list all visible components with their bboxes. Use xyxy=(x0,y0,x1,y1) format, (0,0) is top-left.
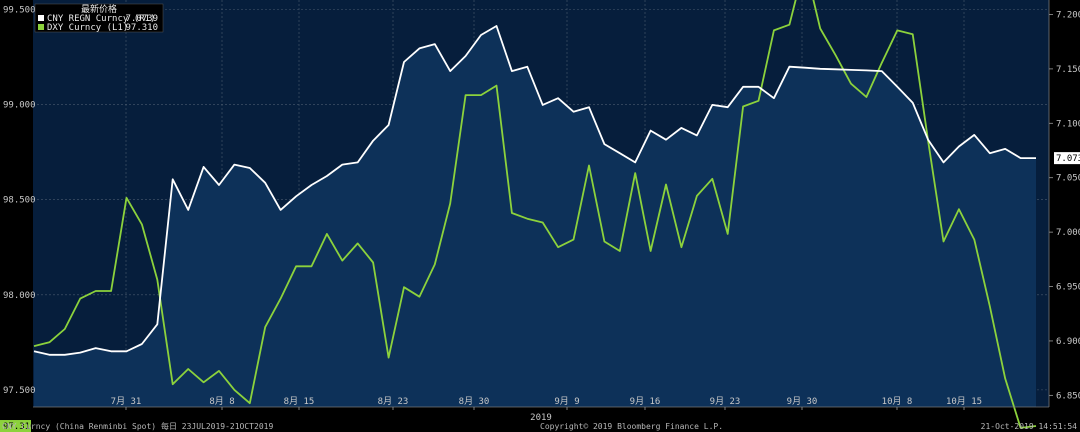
right-tick-label-1: 6.9000 xyxy=(1056,337,1080,347)
dxy-last-value-tag xyxy=(0,420,31,432)
footer: CNY Curncy (China Renminbi Spot) 每日 23JU… xyxy=(2,421,1077,431)
x-tick-label-4: 8月 30 xyxy=(459,396,490,407)
series-line-cny xyxy=(33,25,1036,356)
series-layer xyxy=(33,0,1037,429)
x-tick-label-9: 10月 8 xyxy=(882,396,913,407)
right-tick-label-0: 6.8500 xyxy=(1056,391,1080,401)
x-year-label: 2019 xyxy=(530,413,552,423)
left-tick-label-0: 97.500 xyxy=(3,386,36,396)
footer-left: CNY Curncy (China Renminbi Spot) 每日 23JU… xyxy=(2,421,273,431)
legend-box xyxy=(34,3,164,33)
right-tick-label-2: 6.9500 xyxy=(1056,283,1080,293)
cny-last-value-tag xyxy=(1054,152,1080,165)
x-tick-label-5: 9月 9 xyxy=(554,396,579,407)
legend-dxy-value: 97.310 xyxy=(125,23,158,33)
legend-cny-value: 7.0739 xyxy=(125,14,158,24)
x-tick-label-7: 9月 23 xyxy=(710,396,741,407)
x-tick-label-2: 8月 15 xyxy=(284,396,315,407)
left-axis: 97.500 98.000 98.500 99.000 99.500 97.310 xyxy=(0,6,36,432)
legend-dxy-name: DXY Curncy (L1) xyxy=(47,23,128,33)
legend-header: 最新价格 xyxy=(81,3,117,15)
legend: 最新价格 CNY REGN Curncy (R1) 7.0739 DXY Cur… xyxy=(34,3,164,33)
right-tick-label-5: 7.1000 xyxy=(1056,119,1080,129)
cny-last-value-label: 7.0739 xyxy=(1056,154,1080,164)
right-tick-label-6: 7.1500 xyxy=(1056,65,1080,75)
x-axis: 7月 31 8月 8 8月 15 8月 23 8月 30 9月 9 9月 16 9月 23 9月… xyxy=(33,396,1049,423)
left-tick-label-4: 99.500 xyxy=(3,6,36,16)
x-tick-label-0: 7月 31 xyxy=(111,396,142,407)
left-tick-label-2: 98.500 xyxy=(3,196,36,206)
cny-area-fill xyxy=(34,26,1036,407)
x-tick-label-10: 10月 15 xyxy=(946,396,982,407)
right-tick-label-4: 7.0500 xyxy=(1056,174,1080,184)
x-tick-label-6: 9月 16 xyxy=(630,396,661,407)
right-tick-label-3: 7.0000 xyxy=(1056,228,1080,238)
right-tick-label-7: 7.2000 xyxy=(1056,10,1080,20)
legend-swatch-dxy xyxy=(38,24,44,30)
right-axis: 6.8500 6.9000 6.9500 7.0000 7.0500 7.1000 7.15… xyxy=(1048,0,1080,407)
footer-center: Copyright© 2019 Bloomberg Finance L.P. xyxy=(540,422,723,431)
legend-cny-name: CNY REGN Curncy (R1) xyxy=(47,14,155,24)
dxy-last-value-label: 97.310 xyxy=(3,422,36,432)
x-tick-label-3: 8月 23 xyxy=(378,396,409,407)
legend-swatch-cny xyxy=(38,15,44,21)
footer-right: 21-Oct-2019 14:51:54 xyxy=(981,422,1078,431)
left-tick-label-1: 98.000 xyxy=(3,291,36,301)
x-tick-label-8: 9月 30 xyxy=(787,396,818,407)
series-line-dxy xyxy=(33,0,1037,429)
x-tick-label-1: 8月 8 xyxy=(209,396,234,407)
left-tick-label-3: 99.000 xyxy=(3,101,36,111)
